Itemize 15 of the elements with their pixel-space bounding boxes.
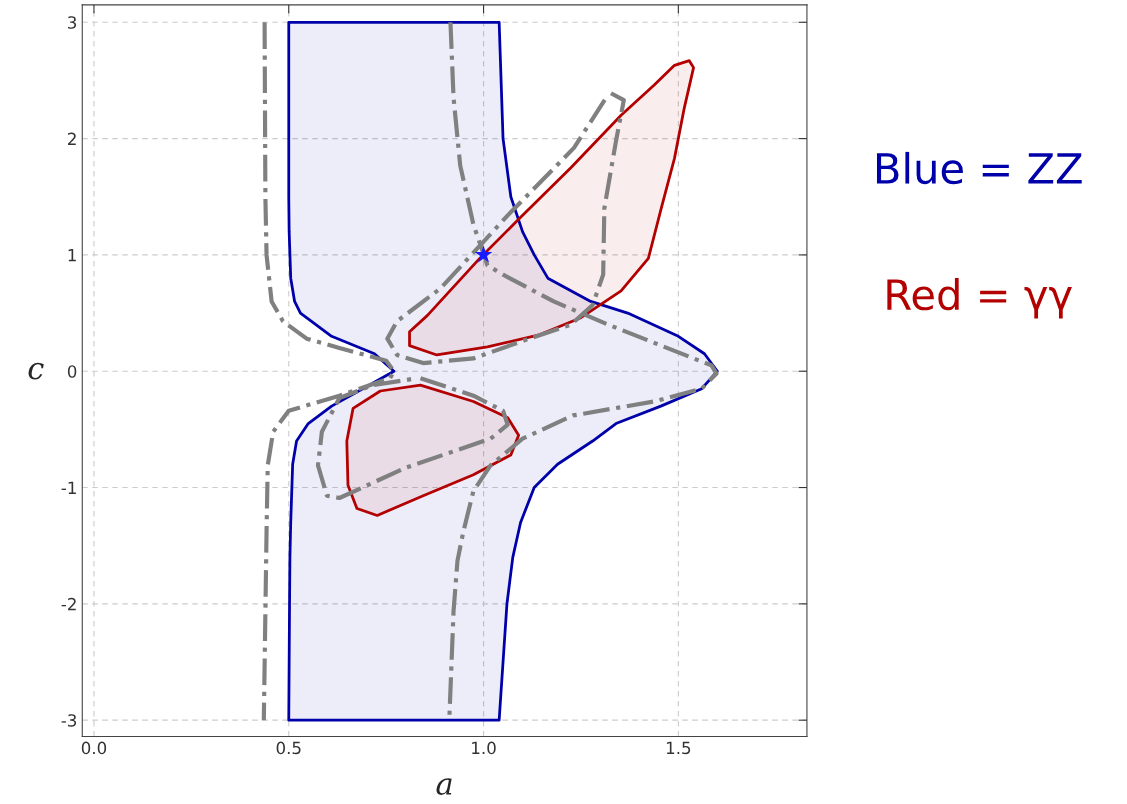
y-tick-label: 2 xyxy=(68,132,76,145)
x-tick-label: 0.0 xyxy=(81,741,107,755)
y-tick-label: 3 xyxy=(68,16,77,29)
text: Blue = ZZ xyxy=(876,151,1082,185)
y-tick-label: 0 xyxy=(67,365,77,378)
y-tick-label: 1 xyxy=(68,249,76,262)
y-tick-label: -2 xyxy=(61,597,76,611)
text: Red = γγ xyxy=(887,278,1072,319)
y-tick-label: -3 xyxy=(61,714,77,727)
y-tick-label: -1 xyxy=(61,481,76,494)
y-axis-title: c xyxy=(28,362,44,380)
x-tick-label: 0.5 xyxy=(276,741,301,755)
x-axis-title: a xyxy=(436,778,452,795)
x-tick-label: 1.0 xyxy=(472,741,496,755)
x-tick-label: 1.5 xyxy=(666,741,691,755)
